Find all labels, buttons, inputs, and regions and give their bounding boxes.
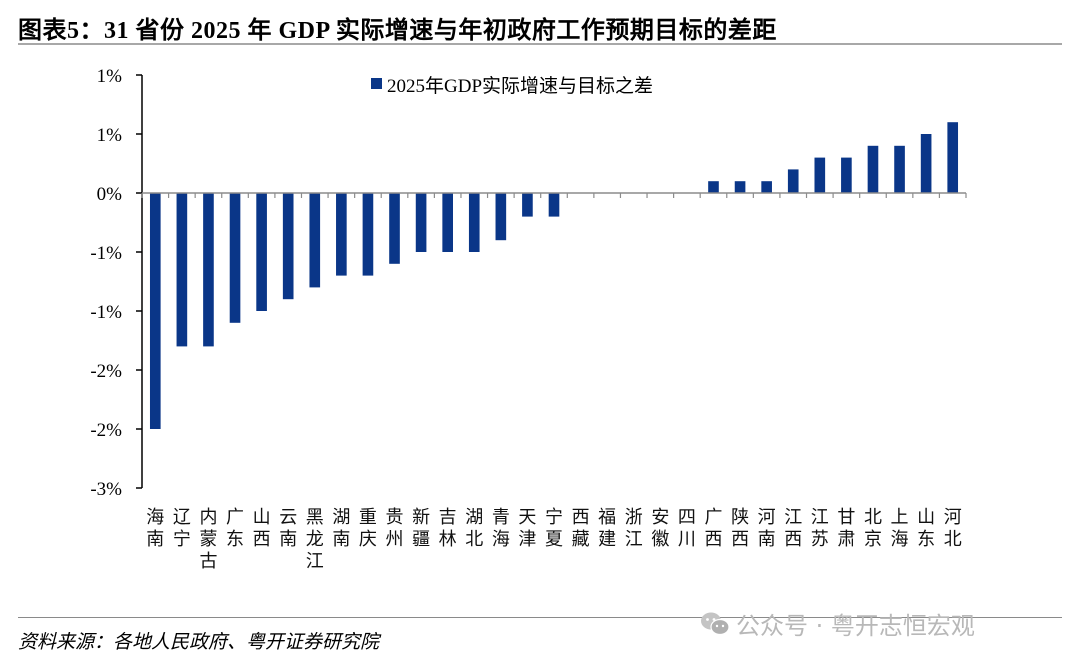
x-tick-label: 新疆 [412, 507, 430, 550]
title-divider [18, 43, 1062, 45]
bar [176, 193, 188, 347]
x-tick-label: 湖南 [332, 507, 350, 550]
x-tick-label: 福建 [598, 507, 616, 550]
legend-swatch [371, 78, 382, 89]
x-tick-label: 江西 [784, 507, 802, 550]
bar [867, 145, 879, 193]
x-tick-label: 云南 [279, 507, 297, 550]
wechat-icon [700, 611, 730, 637]
x-axis-labels: 海南辽宁内蒙古广东山西云南黑龙江湖南重庆贵州新疆吉林湖北青海天津宁夏西藏福建浙江… [146, 507, 961, 572]
bar [442, 193, 453, 252]
bars [149, 122, 959, 429]
legend: 2025年GDP实际增速与目标之差 [371, 75, 653, 97]
x-tick-label: 西藏 [572, 507, 590, 550]
y-tick-label: -2% [90, 361, 122, 382]
bar [787, 169, 799, 193]
x-tick-label: 湖北 [465, 507, 483, 550]
x-tick-label: 内蒙古 [199, 507, 217, 572]
bar [894, 145, 905, 193]
x-tick-label: 上海 [891, 507, 909, 550]
y-tick-label: 0% [97, 184, 123, 205]
y-axis: 1% 1% 0% -1% -1% -2% -2% -3% [90, 66, 143, 500]
bar [920, 134, 932, 193]
bar [415, 193, 427, 252]
x-tick-label: 广西 [704, 507, 722, 550]
watermark: 公众号 · 粤开志恒宏观 [700, 606, 975, 641]
x-tick-label: 宁夏 [545, 507, 563, 550]
x-tick-label: 山东 [917, 507, 935, 550]
x-tick-label: 河北 [944, 507, 962, 550]
chart-title: 图表5：31 省份 2025 年 GDP 实际增速与年初政府工作预期目标的差距 [18, 18, 777, 44]
bar [282, 193, 294, 300]
bar [309, 193, 321, 288]
x-tick-label: 海南 [146, 507, 164, 550]
x-tick-label: 浙江 [625, 507, 643, 550]
x-tick-label: 陕西 [731, 507, 749, 550]
bar-chart: 1% 1% 0% -1% -1% -2% -2% -3% 海南辽宁内蒙古广东山西云南黑龙江湖南… [90, 66, 967, 572]
bar [734, 181, 746, 193]
bar [841, 157, 852, 193]
y-tick-label: -3% [90, 479, 122, 500]
bar [256, 193, 267, 311]
x-tick-label: 江苏 [811, 507, 829, 550]
x-tick-label: 天津 [518, 507, 536, 550]
x-tick-label: 辽宁 [173, 507, 191, 550]
x-tick-label: 安徽 [651, 507, 669, 550]
legend-label: 2025年GDP实际增速与目标之差 [387, 75, 653, 97]
bar [229, 193, 241, 323]
bar [362, 193, 374, 276]
x-tick-label: 重庆 [359, 507, 377, 550]
x-tick-label: 河南 [758, 507, 776, 550]
x-tick-label: 黑龙江 [306, 507, 324, 572]
bar [761, 181, 772, 193]
y-tick-label: -2% [90, 420, 122, 441]
bar [149, 193, 161, 429]
y-tick-label: -1% [90, 302, 122, 323]
x-tick-label: 吉林 [439, 507, 457, 550]
source-note: 资料来源：各地人民政府、粤开证券研究院 [18, 632, 380, 653]
x-tick-label: 北京 [864, 507, 882, 550]
y-tick-label: 1% [97, 125, 123, 146]
x-tick-label: 贵州 [386, 507, 404, 550]
bar [468, 193, 480, 252]
bar [336, 193, 347, 276]
x-tick-label: 广东 [226, 507, 244, 550]
bar [814, 157, 826, 193]
x-tick-label: 山西 [253, 507, 271, 550]
x-tick-label: 青海 [492, 507, 510, 550]
x-axis [141, 192, 967, 198]
watermark-text: 公众号 · 粤开志恒宏观 [736, 612, 975, 640]
bar [389, 193, 400, 264]
y-tick-label: 1% [97, 66, 123, 87]
y-tick-label: -1% [90, 243, 122, 264]
x-tick-label: 四川 [678, 507, 696, 550]
x-tick-label: 甘肃 [837, 507, 855, 550]
bar [947, 122, 959, 193]
bar [548, 193, 560, 217]
bar [495, 193, 507, 241]
bar [203, 193, 214, 347]
footer-divider [18, 617, 1062, 618]
bar [522, 193, 533, 217]
bar [708, 181, 719, 193]
